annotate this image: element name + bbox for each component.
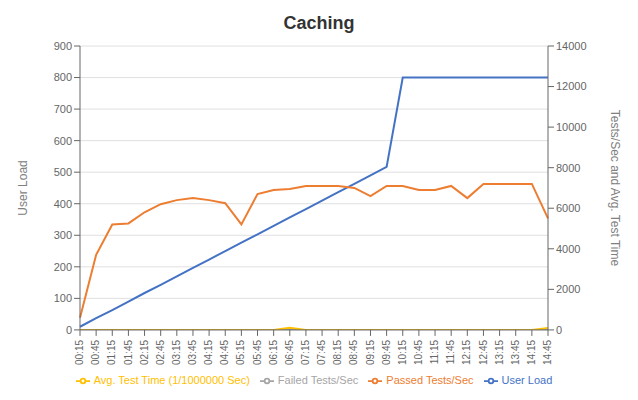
- svg-text:10000: 10000: [556, 121, 587, 133]
- svg-text:12000: 12000: [556, 80, 587, 92]
- svg-text:11:45: 11:45: [445, 339, 456, 364]
- svg-text:500: 500: [54, 166, 72, 178]
- svg-text:06:45: 06:45: [284, 339, 295, 364]
- svg-text:200: 200: [54, 261, 72, 273]
- svg-text:03:15: 03:15: [171, 339, 182, 364]
- svg-text:2000: 2000: [556, 283, 580, 295]
- html-text:Failed Tests/Sec: Failed Tests/Sec: [277, 373, 359, 386]
- svg-text:09:15: 09:15: [365, 339, 376, 364]
- html-text:Avg. Test Time (1/1000000 Sec): Avg. Test Time (1/1000000 Sec): [93, 373, 250, 386]
- svg-text:0: 0: [66, 324, 72, 336]
- svg-text:14000: 14000: [556, 40, 587, 52]
- svg-text:01:15: 01:15: [106, 339, 117, 364]
- svg-text:07:15: 07:15: [300, 339, 311, 364]
- svg-text:03:45: 03:45: [187, 339, 198, 364]
- svg-text:07:45: 07:45: [316, 339, 327, 364]
- svg-text:12:45: 12:45: [478, 339, 489, 364]
- svg-text:05:15: 05:15: [235, 339, 246, 364]
- svg-text:05:45: 05:45: [252, 339, 263, 364]
- svg-text:700: 700: [54, 103, 72, 115]
- svg-text:04:45: 04:45: [219, 339, 230, 364]
- svg-text:00:15: 00:15: [74, 339, 85, 364]
- svg-text:User Load: User Load: [16, 160, 30, 215]
- svg-text:8000: 8000: [556, 162, 580, 174]
- svg-text:04:15: 04:15: [203, 339, 214, 364]
- svg-text:13:45: 13:45: [510, 339, 521, 364]
- svg-text:02:15: 02:15: [139, 339, 150, 364]
- svg-text:00:45: 00:45: [90, 339, 101, 364]
- svg-text:06:15: 06:15: [268, 339, 279, 364]
- html-text:Caching: Caching: [283, 13, 355, 33]
- html-text:User Load: User Load: [501, 373, 553, 386]
- svg-text:0: 0: [556, 324, 562, 336]
- svg-text:13:15: 13:15: [494, 339, 505, 364]
- svg-text:12:15: 12:15: [461, 339, 472, 364]
- svg-text:11:15: 11:15: [429, 339, 440, 364]
- svg-text:14:45: 14:45: [542, 339, 553, 364]
- svg-text:14:15: 14:15: [526, 339, 537, 364]
- svg-text:10:45: 10:45: [413, 339, 424, 364]
- html-text:Passed Tests/Sec: Passed Tests/Sec: [386, 373, 474, 386]
- svg-text:10:15: 10:15: [397, 339, 408, 364]
- svg-text:6000: 6000: [556, 202, 580, 214]
- svg-text:01:45: 01:45: [123, 339, 134, 364]
- svg-text:100: 100: [54, 292, 72, 304]
- svg-text:900: 900: [54, 40, 72, 52]
- svg-text:Tests/Sec and Avg. Test Time: Tests/Sec and Avg. Test Time: [608, 110, 622, 267]
- svg-text:4000: 4000: [556, 243, 580, 255]
- svg-text:02:45: 02:45: [155, 339, 166, 364]
- svg-text:800: 800: [54, 71, 72, 83]
- svg-text:300: 300: [54, 229, 72, 241]
- svg-text:400: 400: [54, 198, 72, 210]
- svg-text:09:45: 09:45: [381, 339, 392, 364]
- svg-text:600: 600: [54, 135, 72, 147]
- svg-text:08:45: 08:45: [348, 339, 359, 364]
- svg-text:08:15: 08:15: [332, 339, 343, 364]
